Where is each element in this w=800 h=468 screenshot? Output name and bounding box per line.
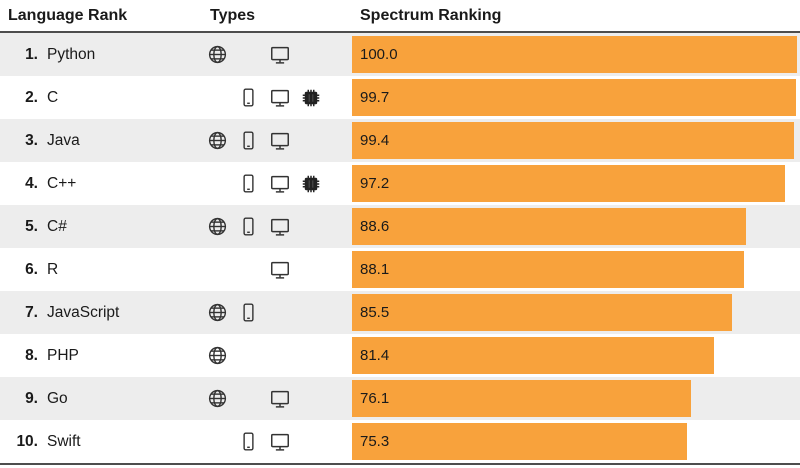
table-row: 4. C++ 97.2 <box>0 162 800 205</box>
embedded-chip-icon <box>295 86 326 110</box>
rank-number: 10. <box>16 432 38 450</box>
type-icons <box>202 172 352 196</box>
type-icons <box>202 43 352 67</box>
web-globe-icon <box>202 344 233 368</box>
ranking-bar: 97.2 <box>352 165 785 202</box>
ranking-value: 81.4 <box>360 347 390 364</box>
desktop-monitor-icon <box>264 215 295 239</box>
web-globe-icon <box>202 301 233 325</box>
desktop-monitor-icon <box>264 129 295 153</box>
language-name: Go <box>47 389 68 407</box>
language-name: C <box>47 88 59 106</box>
ranking-value: 75.3 <box>360 433 390 450</box>
rank-number: 2. <box>25 88 38 106</box>
type-icons <box>202 387 352 411</box>
ranking-bar: 76.1 <box>352 380 691 417</box>
desktop-monitor-icon <box>264 387 295 411</box>
table-row: 8. PHP 81.4 <box>0 334 800 377</box>
desktop-monitor-icon <box>264 43 295 67</box>
type-icons <box>202 258 352 282</box>
table-row: 5. C# 88.6 <box>0 205 800 248</box>
rank-number: 5. <box>25 217 38 235</box>
type-icons <box>202 129 352 153</box>
ranking-value: 100.0 <box>360 46 398 63</box>
ranking-value: 99.4 <box>360 132 390 149</box>
embedded-chip-icon <box>295 172 326 196</box>
language-name: C++ <box>47 174 77 192</box>
desktop-monitor-icon <box>264 430 295 454</box>
ranking-bar: 88.1 <box>352 251 745 288</box>
ranking-bar: 99.4 <box>352 122 795 159</box>
ranking-value: 85.5 <box>360 304 390 321</box>
ranking-value: 97.2 <box>360 175 390 192</box>
ranking-value: 88.1 <box>360 261 390 278</box>
language-name: Swift <box>47 432 81 450</box>
table-row: 1. Python 100.0 <box>0 33 800 76</box>
ranking-bar: 81.4 <box>352 337 715 374</box>
web-globe-icon <box>202 215 233 239</box>
rank-number: 7. <box>25 303 38 321</box>
language-name: JavaScript <box>47 303 120 321</box>
table-row: 7. JavaScript 85.5 <box>0 291 800 334</box>
rank-number: 8. <box>25 346 38 364</box>
table-row: 3. Java 99.4 <box>0 119 800 162</box>
mobile-phone-icon <box>233 430 264 454</box>
type-icons <box>202 215 352 239</box>
column-header-language-rank: Language Rank <box>8 6 128 24</box>
desktop-monitor-icon <box>264 86 295 110</box>
web-globe-icon <box>202 387 233 411</box>
web-globe-icon <box>202 43 233 67</box>
ranking-bar: 100.0 <box>352 36 797 73</box>
ranking-value: 88.6 <box>360 218 390 235</box>
table-row: 9. Go 76.1 <box>0 377 800 420</box>
mobile-phone-icon <box>233 86 264 110</box>
web-globe-icon <box>202 129 233 153</box>
mobile-phone-icon <box>233 301 264 325</box>
desktop-monitor-icon <box>264 172 295 196</box>
rank-number: 6. <box>25 260 38 278</box>
language-name: C# <box>47 217 67 235</box>
type-icons <box>202 86 352 110</box>
type-icons <box>202 301 352 325</box>
ranking-bar: 88.6 <box>352 208 747 245</box>
ranking-value: 99.7 <box>360 89 390 106</box>
language-name: PHP <box>47 346 79 364</box>
language-name: R <box>47 260 59 278</box>
desktop-monitor-icon <box>264 258 295 282</box>
table-header-row: Language Rank Types Spectrum Ranking <box>0 0 800 33</box>
rank-number: 9. <box>25 389 38 407</box>
rank-number: 4. <box>25 174 38 192</box>
ranking-bar: 99.7 <box>352 79 796 116</box>
type-icons <box>202 344 352 368</box>
language-name: Java <box>47 131 80 149</box>
column-header-spectrum-ranking: Spectrum Ranking <box>360 6 502 24</box>
rank-number: 1. <box>25 45 38 63</box>
rank-number: 3. <box>25 131 38 149</box>
table-row: 2. C 99.7 <box>0 76 800 119</box>
language-name: Python <box>47 45 96 63</box>
ranking-value: 76.1 <box>360 390 390 407</box>
table-bottom-border <box>0 463 800 465</box>
mobile-phone-icon <box>233 215 264 239</box>
ranking-bar: 75.3 <box>352 423 688 460</box>
table-row: 10. Swift 75.3 <box>0 420 800 463</box>
mobile-phone-icon <box>233 172 264 196</box>
table-row: 6. R 88.1 <box>0 248 800 291</box>
ranking-bar: 85.5 <box>352 294 733 331</box>
type-icons <box>202 430 352 454</box>
mobile-phone-icon <box>233 129 264 153</box>
column-header-types: Types <box>210 6 256 24</box>
